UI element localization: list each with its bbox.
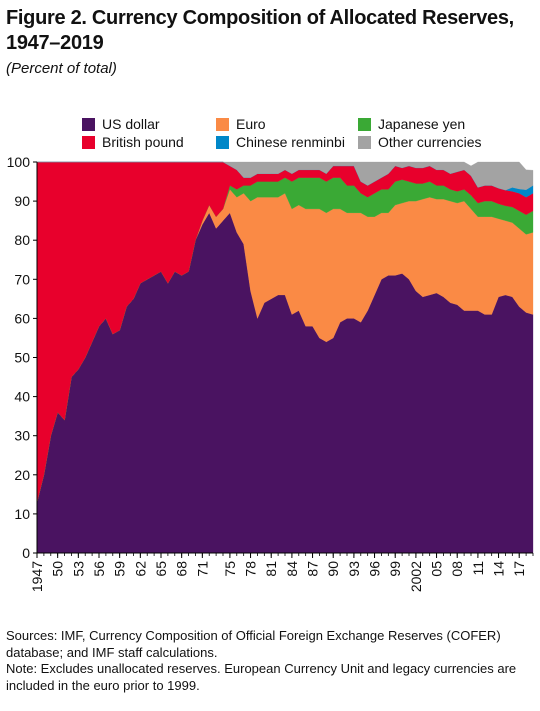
x-tick-label: 93 xyxy=(346,561,362,577)
legend-label: Chinese renminbi xyxy=(236,134,345,150)
x-tick-label: 65 xyxy=(153,561,169,577)
x-tick-label: 99 xyxy=(387,561,403,577)
x-tick-label: 17 xyxy=(511,561,527,577)
y-tick-label: 40 xyxy=(14,389,30,405)
x-tick-label: 1947 xyxy=(29,561,45,592)
legend-label: US dollar xyxy=(102,116,160,132)
x-tick-label: 96 xyxy=(367,561,383,577)
y-tick-label: 70 xyxy=(14,271,30,287)
x-tick-label: 05 xyxy=(429,561,445,577)
y-tick-label: 20 xyxy=(14,467,30,483)
x-tick-label: 11 xyxy=(470,561,486,576)
x-tick-label: 68 xyxy=(174,561,190,577)
x-tick-label: 62 xyxy=(132,561,148,577)
legend-swatch xyxy=(216,136,229,149)
x-tick-label: 90 xyxy=(325,561,341,577)
y-tick-label: 100 xyxy=(7,154,31,170)
x-tick-label: 2002 xyxy=(408,561,424,592)
y-tick-label: 30 xyxy=(14,428,30,444)
y-tick-label: 80 xyxy=(14,232,30,248)
legend-label: Other currencies xyxy=(378,134,482,150)
x-tick-label: 53 xyxy=(70,561,86,577)
x-tick-label: 59 xyxy=(112,561,128,577)
x-tick-label: 50 xyxy=(50,561,66,577)
legend-swatch xyxy=(82,136,95,149)
sources-note: Sources: IMF, Currency Composition of Of… xyxy=(6,628,501,660)
legend-label: Euro xyxy=(236,116,266,132)
x-tick-label: 78 xyxy=(243,561,259,577)
x-tick-label: 56 xyxy=(91,561,107,577)
x-tick-label: 14 xyxy=(491,561,507,577)
y-tick-label: 0 xyxy=(22,545,30,561)
figure-notes: Sources: IMF, Currency Composition of Of… xyxy=(6,628,534,694)
legend-swatch xyxy=(82,118,95,131)
x-tick-label: 81 xyxy=(263,561,279,577)
figure-title: Figure 2. Currency Composition of Alloca… xyxy=(6,6,536,56)
y-tick-label: 90 xyxy=(14,193,30,209)
x-tick-label: 71 xyxy=(194,561,210,577)
figure-subtitle: (Percent of total) xyxy=(6,60,117,77)
figure-title-line-2: 1947–2019 xyxy=(6,32,104,54)
legend-label: British pound xyxy=(102,134,184,150)
footnote: Note: Excludes unallocated reserves. Eur… xyxy=(6,661,517,693)
legend-swatch xyxy=(358,118,371,131)
y-tick-label: 50 xyxy=(14,350,30,366)
legend-swatch xyxy=(216,118,229,131)
area-series-other-currencies xyxy=(37,161,534,191)
legend-label: Japanese yen xyxy=(378,116,466,132)
x-tick-label: 08 xyxy=(449,561,465,577)
x-tick-label: 87 xyxy=(305,561,321,577)
x-tick-label: 75 xyxy=(222,561,238,577)
legend-swatch xyxy=(358,136,371,149)
figure-title-line-1: Figure 2. Currency Composition of Alloca… xyxy=(6,7,514,29)
x-tick-label: 84 xyxy=(284,561,300,577)
y-tick-label: 10 xyxy=(14,506,30,522)
y-tick-label: 60 xyxy=(14,310,30,326)
